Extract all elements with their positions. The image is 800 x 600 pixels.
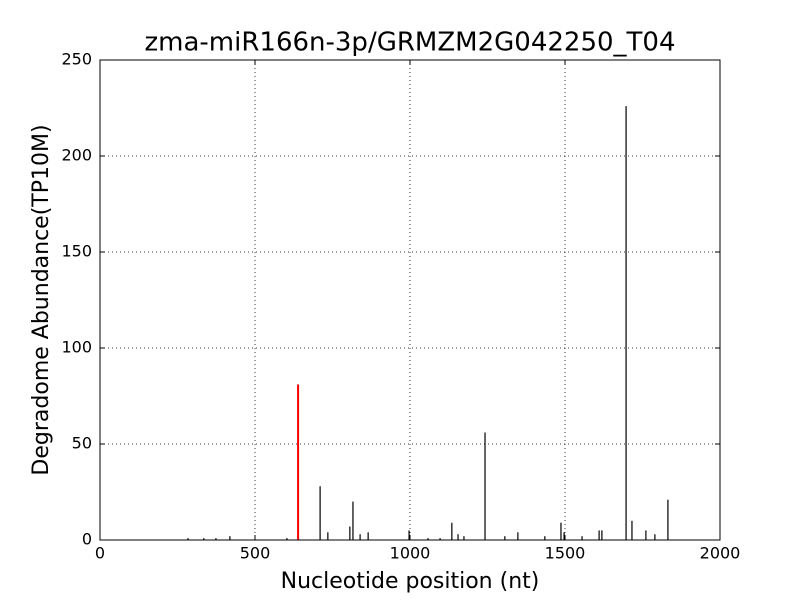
x-axis-label: Nucleotide position (nt) [281, 569, 540, 594]
chart-title: zma-miR166n-3p/GRMZM2G042250_T04 [145, 28, 676, 58]
y-tick-label: 100 [61, 338, 92, 357]
y-tick-label: 200 [61, 146, 92, 165]
plot-frame [99, 59, 721, 541]
x-tick-label: 1000 [390, 544, 431, 563]
y-axis-label: Degradome Abundance(TP10M) [29, 124, 54, 475]
y-tick-label: 50 [72, 434, 92, 453]
y-tick-label: 150 [61, 242, 92, 261]
x-tick-label: 500 [240, 544, 271, 563]
y-tick-label: 0 [82, 530, 92, 549]
x-tick-label: 2000 [700, 544, 741, 563]
x-tick-label: 0 [95, 544, 105, 563]
y-tick-label: 250 [61, 50, 92, 69]
x-tick-label: 1500 [545, 544, 586, 563]
